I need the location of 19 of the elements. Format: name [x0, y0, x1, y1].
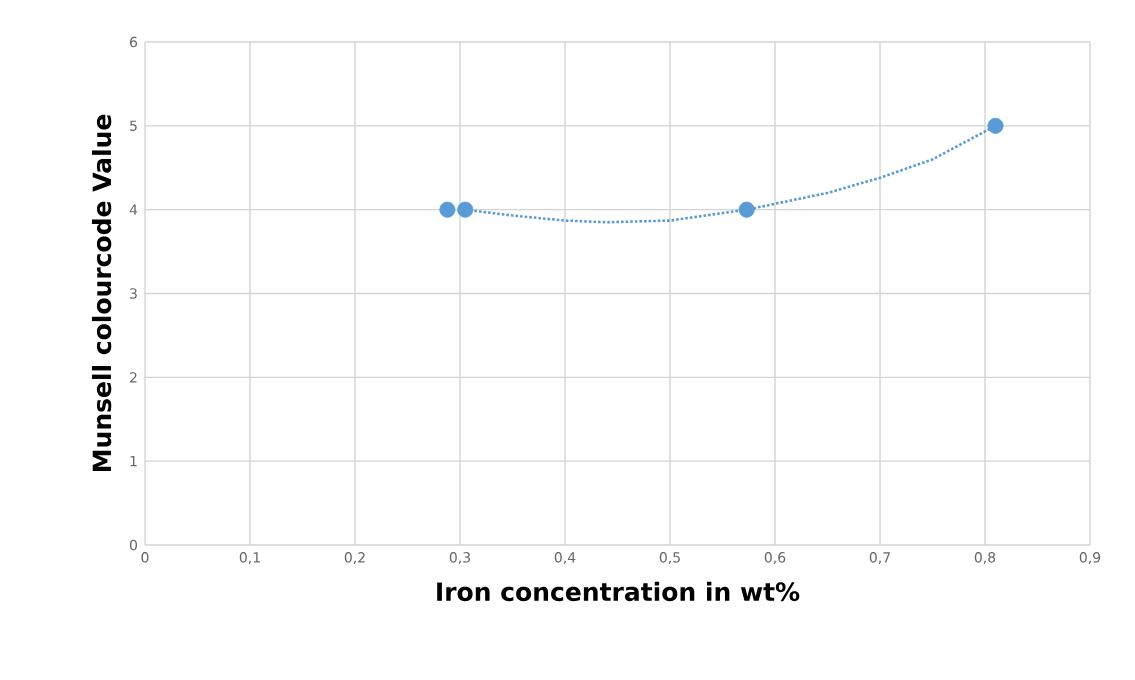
y-tick-label: 5	[130, 120, 137, 132]
y-tick-label: 3	[130, 288, 137, 299]
y-tick-label: 6	[130, 36, 138, 48]
y-tick-label: 0	[129, 539, 137, 551]
x-tick-label: 0,1	[239, 552, 260, 565]
x-tick-label: 0	[141, 552, 149, 563]
x-tick-label: 0,6	[764, 552, 786, 565]
y-tick-label: 2	[130, 372, 137, 383]
x-tick-label: 0,8	[974, 552, 996, 565]
y-tick-label: 4	[129, 204, 138, 215]
x-axis-title: Iron concentration in wt%	[437, 581, 800, 602]
x-tick-label: 0,5	[659, 552, 680, 565]
y-tick-label: 1	[130, 456, 137, 467]
x-tick-label: 0,4	[554, 552, 576, 565]
x-tick-label: 0,7	[869, 552, 890, 565]
x-tick-label: 0,3	[449, 552, 470, 565]
x-tick-label: 0,9	[1079, 552, 1101, 565]
y-axis-title: Munsell colourcode Value	[91, 114, 112, 472]
x-tick-label: 0,2	[344, 552, 365, 565]
